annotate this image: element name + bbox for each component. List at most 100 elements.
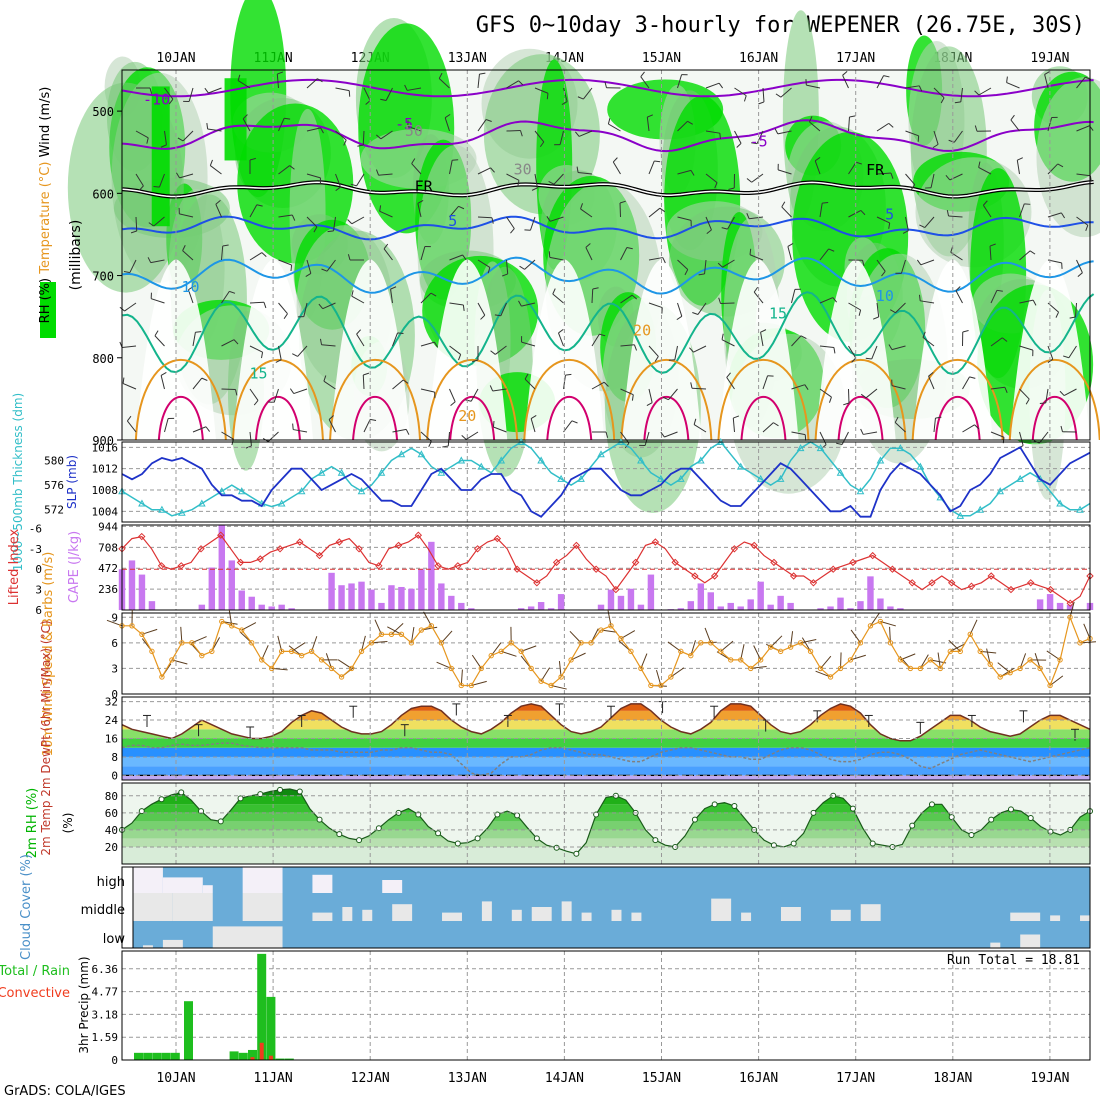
- date-tick-label: 10JAN: [156, 51, 195, 66]
- rh2m-band: [122, 804, 1090, 813]
- wind-barb: [585, 247, 593, 261]
- wind-barb: [278, 214, 293, 218]
- panel-frame: [121, 612, 1091, 695]
- lifted-marker: [177, 562, 185, 570]
- wind10m-marker: [259, 657, 265, 663]
- wind-barb-flag: [365, 100, 371, 105]
- wind-barb-flag: [487, 267, 491, 274]
- cloud-bar: [860, 904, 881, 921]
- wind10m-marker: [298, 652, 305, 659]
- wind-barb-flag: [229, 290, 236, 294]
- panel-frame: [121, 950, 1091, 1061]
- wind10m-marker: [129, 623, 135, 629]
- wind-barb: [385, 87, 393, 101]
- wind-barb: [164, 87, 174, 100]
- cape-bar: [827, 606, 834, 610]
- lifted-marker: [691, 572, 699, 580]
- cape-ylabel: CAPE (J/kg): [67, 531, 82, 603]
- cape-bar: [1066, 604, 1074, 610]
- wind10m-marker: [169, 657, 175, 663]
- slp-thickness-panel: 572 576 580 1004 1008 1012 1016 1000~500mb Thic…: [11, 393, 1091, 571]
- wind-barb: [160, 375, 165, 390]
- wind-barb: [306, 259, 312, 274]
- cloud-bar: [162, 939, 183, 948]
- wind10m-marker: [967, 631, 973, 638]
- thickness-marker: [417, 450, 426, 458]
- wind-barb: [677, 74, 683, 89]
- wind-barb-flag: [130, 230, 137, 234]
- wind-barb: [620, 294, 633, 304]
- wind-barb: [648, 257, 663, 261]
- wind-barb: [470, 388, 479, 402]
- panel-frame: [121, 524, 1091, 611]
- cape-bar: [218, 525, 226, 610]
- wind-barb-flag: [328, 415, 334, 420]
- lifted-marker: [948, 579, 956, 587]
- wind-barb: [278, 302, 288, 315]
- wind-barb: [477, 167, 491, 175]
- wind10m-tick-label: 9: [111, 611, 118, 624]
- wind-barb-flag: [883, 75, 890, 78]
- cloud-bar: [1050, 915, 1061, 921]
- wind10m-marker: [668, 674, 674, 680]
- slp-tick-label: 1008: [92, 484, 119, 497]
- wind-barb-flag: [902, 230, 909, 234]
- wind10m-marker: [947, 648, 953, 655]
- wind-barb-flag: [1077, 272, 1083, 277]
- wind-barb-flag: [654, 160, 661, 163]
- wind-barb: [990, 290, 998, 304]
- wind-barb: [848, 209, 862, 218]
- wind10m-marker: [807, 648, 814, 655]
- wind10m-tick-label: 3: [111, 662, 118, 675]
- wind-barb-flag: [860, 428, 864, 435]
- thickness-marker: [756, 474, 765, 482]
- wind10m-marker: [1017, 665, 1023, 672]
- rh2m-tick-label: 40: [105, 824, 118, 837]
- wind10m-marker: [957, 648, 963, 655]
- wind-barb-flag: [989, 243, 996, 247]
- wind-barb: [249, 252, 263, 261]
- thickness-marker: [297, 487, 306, 495]
- wind10m-marker: [598, 627, 604, 633]
- wind-barb: [151, 298, 165, 304]
- wind-barb-flag: [290, 264, 293, 272]
- wind-barb: [122, 383, 137, 390]
- lifted-marker: [750, 541, 758, 550]
- wind-barb-flag: [177, 137, 184, 142]
- cloud-bar: [172, 893, 213, 921]
- wind-barb: [876, 122, 890, 132]
- wind-barb: [351, 295, 365, 304]
- wind-barb: [335, 173, 341, 188]
- wind-barb-flag: [491, 217, 494, 224]
- warm-core: [621, 259, 702, 440]
- wind10m-marker: [1037, 665, 1043, 672]
- date-tick-label: 15JAN: [642, 51, 681, 66]
- wind10m-marker: [278, 648, 285, 655]
- lifted-tick-label: 0: [35, 563, 42, 576]
- lifted-marker: [908, 579, 916, 587]
- wind-barb: [777, 130, 792, 135]
- wind-barb: [323, 380, 336, 390]
- wind-barb-flag: [978, 161, 981, 168]
- wind-barb-flag: [235, 389, 238, 396]
- lifted-marker: [612, 585, 620, 594]
- cloud-bar: [133, 893, 173, 921]
- wind-barb-flag: [774, 128, 779, 135]
- temp-contour-20: [231, 358, 324, 441]
- cape-tick-label: 472: [98, 562, 118, 575]
- date-tick-label: 13JAN: [448, 51, 487, 66]
- wind-barb-flag: [698, 273, 705, 276]
- cape-bar: [787, 602, 794, 610]
- lifted-marker: [868, 551, 877, 560]
- wind-barb-flag: [974, 90, 980, 96]
- lifted-marker: [671, 558, 679, 567]
- cape-bar: [208, 567, 216, 610]
- wind10m-marker: [209, 648, 215, 655]
- wind-barb-flag: [1002, 337, 1008, 342]
- precip-total-bar: [229, 1051, 239, 1060]
- wind10m-marker: [937, 665, 944, 672]
- wind-barb: [530, 418, 536, 433]
- wind-barb-flag: [153, 185, 160, 188]
- wind-barb-flag: [380, 98, 387, 101]
- thickness-marker: [696, 456, 705, 464]
